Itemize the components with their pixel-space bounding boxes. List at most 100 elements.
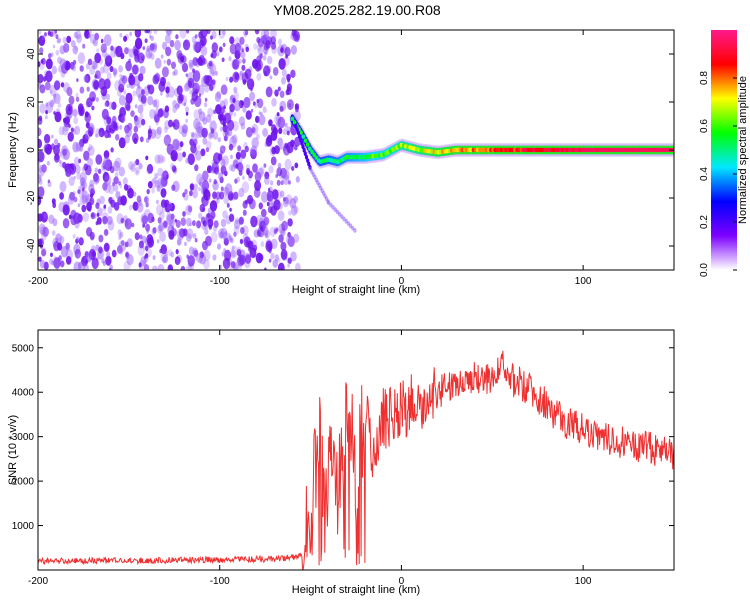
- heatmap-noise-cell: [39, 259, 46, 269]
- heatmap-noise-cell: [78, 189, 84, 198]
- heatmap-noise-cell: [272, 259, 279, 268]
- heatmap-noise-cell: [234, 50, 241, 60]
- heatmap-noise-cell: [260, 111, 263, 116]
- snr-x-axis-label: Height of straight line (km): [292, 584, 420, 596]
- heatmap-noise-cell: [222, 210, 228, 219]
- heatmap-noise-cell: [79, 65, 84, 72]
- heatmap-noise-cell: [182, 125, 188, 134]
- heatmap-noise-cell: [256, 73, 262, 81]
- colorbar-tick-label: 0.4: [699, 167, 710, 181]
- heatmap-noise-cell: [145, 245, 149, 252]
- heatmap-noise-cell: [61, 145, 68, 156]
- heatmap-noise-cell: [248, 170, 253, 179]
- heatmap-noise-cell: [136, 195, 142, 203]
- heatmap-noise-cell: [184, 241, 187, 246]
- heatmap-noise-cell: [117, 229, 122, 236]
- heatmap-noise-cell: [261, 219, 268, 230]
- heatmap-noise-cell: [295, 34, 299, 41]
- heatmap-noise-cell: [69, 191, 75, 201]
- heatmap-noise-cell: [76, 236, 80, 242]
- heatmap-noise-cell: [104, 159, 113, 172]
- heatmap-noise-cell: [277, 262, 285, 270]
- heatmap-noise-cell: [279, 190, 285, 198]
- heatmap-noise-cell: [203, 74, 210, 85]
- heatmap-noise-cell: [79, 196, 85, 206]
- heatmap-noise-cell: [181, 62, 189, 73]
- heatmap-noise-cell: [205, 140, 212, 150]
- heatmap-noise-cell: [79, 65, 84, 72]
- heatmap-noise-cell: [59, 58, 67, 69]
- heatmap-noise-cell: [77, 203, 81, 208]
- heatmap-noise-cell: [197, 144, 201, 150]
- heatmap-noise-cell: [44, 32, 47, 37]
- heatmap-y-tick-label: 40: [26, 48, 37, 60]
- heatmap-noise-cell: [115, 134, 120, 141]
- heatmap-noise-cell: [119, 117, 123, 122]
- heatmap-noise-cell: [92, 60, 99, 70]
- heatmap-noise-cell: [277, 137, 284, 147]
- heatmap-noise-cell: [125, 60, 132, 72]
- heatmap-noise-cell: [156, 185, 161, 192]
- heatmap-noise-cell: [49, 99, 55, 108]
- heatmap-x-tick-label: 0: [399, 276, 405, 287]
- heatmap-noise-cell: [239, 254, 246, 266]
- heatmap-noise-cell: [196, 220, 202, 229]
- heatmap-noise-cell: [266, 201, 270, 207]
- heatmap-noise-cell: [203, 189, 211, 201]
- heatmap-noise-cell: [217, 243, 221, 250]
- heatmap-noise-cell: [144, 196, 148, 203]
- heatmap-noise-cell: [128, 204, 133, 211]
- heatmap-noise-cell: [231, 245, 235, 250]
- heatmap-noise-cell: [118, 65, 123, 73]
- heatmap-noise-cell: [181, 55, 187, 64]
- heatmap-noise-cell: [163, 109, 169, 119]
- heatmap-noise-cell: [280, 180, 284, 186]
- heatmap-noise-cell: [133, 137, 138, 145]
- heatmap-noise-cell: [182, 151, 187, 158]
- heatmap-noise-cell: [68, 124, 72, 129]
- heatmap-noise-cell: [75, 92, 79, 98]
- heatmap-noise-cell: [97, 168, 102, 174]
- heatmap-noise-cell: [191, 132, 198, 143]
- heatmap-noise-cell: [172, 119, 180, 130]
- heatmap-noise-cell: [186, 217, 192, 227]
- heatmap-noise-cell: [255, 214, 264, 227]
- heatmap-noise-cell: [157, 225, 163, 234]
- heatmap-noise-cell: [84, 112, 91, 123]
- colorbar-ticks: 0.0 0.2 0.4 0.6 0.8: [699, 71, 737, 277]
- heatmap-noise-cell: [168, 119, 173, 128]
- heatmap-noise-cell: [187, 153, 195, 165]
- heatmap-noise-cell: [230, 249, 236, 259]
- heatmap-noise-cell: [200, 45, 208, 57]
- heatmap-noise-cell: [165, 93, 169, 98]
- heatmap-noise-cell: [223, 195, 230, 205]
- heatmap-noise-cell: [205, 114, 212, 123]
- heatmap-noise-cell: [95, 133, 98, 138]
- heatmap-noise-cell: [193, 183, 198, 191]
- heatmap-noise-cell: [41, 34, 46, 41]
- heatmap-noise-cell: [74, 248, 82, 259]
- heatmap-noise-cell: [215, 104, 222, 115]
- heatmap-noise-cell: [118, 240, 127, 252]
- heatmap-noise-cell: [286, 130, 290, 136]
- heatmap-noise-cell: [157, 264, 165, 270]
- heatmap-noise-cell: [128, 125, 132, 131]
- heatmap-noise-cell: [38, 127, 42, 137]
- heatmap-noise-cell: [193, 254, 198, 261]
- heatmap-noise-cell: [210, 231, 218, 243]
- heatmap-noise-cell: [141, 89, 145, 96]
- heatmap-noise-cell: [168, 230, 175, 240]
- heatmap-noise-cell: [62, 204, 70, 216]
- heatmap-noise-cell: [85, 63, 90, 70]
- heatmap-noise-cell: [38, 238, 45, 247]
- snr-y-axis: 1000 2000 3000 4000 5000: [12, 343, 674, 532]
- heatmap-noise-cell: [107, 215, 113, 225]
- heatmap-noise-cell: [155, 120, 159, 126]
- heatmap-noise-cell: [51, 134, 54, 139]
- heatmap-noise-cell: [246, 240, 249, 245]
- heatmap-noise-cell: [238, 116, 246, 127]
- heatmap-noise-cell: [54, 138, 58, 145]
- heatmap-noise-cell: [177, 228, 185, 241]
- heatmap-noise-cell: [279, 145, 283, 150]
- heatmap-noise-cell: [193, 148, 198, 156]
